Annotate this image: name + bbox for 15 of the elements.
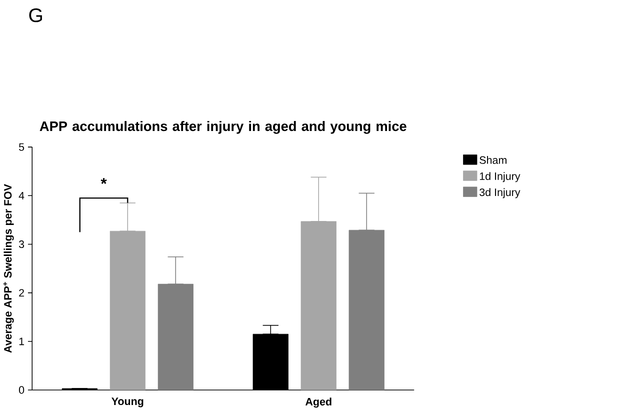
legend-label: Sham xyxy=(480,156,506,164)
y-tick-label: 4 xyxy=(18,192,24,200)
y-tick-label: 2 xyxy=(19,289,24,297)
text: G xyxy=(29,8,42,22)
annotation: * xyxy=(100,178,107,184)
x-tick-label: Young xyxy=(112,398,144,408)
chart-title: APP accumulations after injury in aged and young mice xyxy=(40,121,406,134)
y-tick-label: 5 xyxy=(18,143,24,151)
y-tick-label: 1 xyxy=(19,338,24,346)
legend-label: 1d Injury xyxy=(480,172,520,182)
x-tick-label: Aged xyxy=(305,398,332,408)
y-axis-title: Average APP$^{+}$ Swellings per FOV xyxy=(3,184,14,353)
y-tick-label: 0 xyxy=(18,386,24,394)
y-tick-label: 3 xyxy=(18,240,24,248)
legend-label: 3d Injury xyxy=(480,188,520,198)
